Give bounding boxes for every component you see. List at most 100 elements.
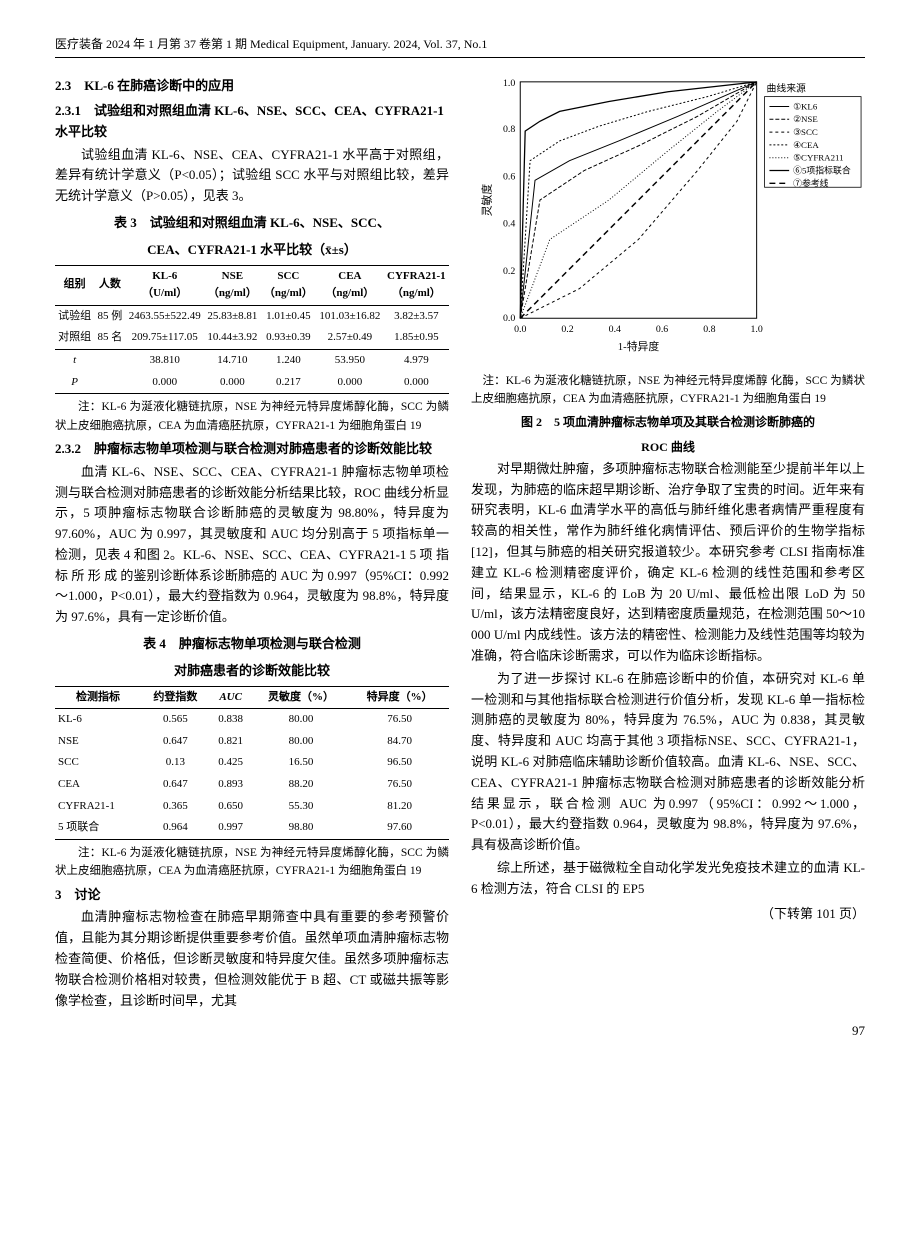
ytick: 0.8 (503, 124, 515, 135)
running-header: 医疗装备 2024 年 1 月第 37 卷第 1 期 Medical Equip… (55, 35, 865, 58)
table3-header: 组别 (55, 265, 94, 305)
para-2-3-2: 血清 KL-6、NSE、SCC、CEA、CYFRA21-1 肿瘤标志物单项检测与… (55, 462, 449, 628)
table3-cell: 4.979 (384, 349, 449, 371)
section-2-3-1: 2.3.1 试验组和对照组血清 KL-6、NSE、SCC、CEA、CYFRA21… (55, 101, 449, 143)
table3-cell: 101.03±16.82 (316, 305, 384, 327)
table4-cell: 0.425 (210, 752, 252, 774)
table3-cell: 85 名 (94, 327, 125, 349)
legend-item: ③SCC (793, 127, 818, 137)
para-2-3-1: 试验组血清 KL-6、NSE、CEA、CYFRA21-1 水平高于对照组，差异有… (55, 145, 449, 207)
table3-cell: 3.82±3.57 (384, 305, 449, 327)
table4-cell: 0.647 (141, 774, 209, 796)
table4-cell: 0.650 (210, 796, 252, 818)
table3-cell: 1.01±0.45 (261, 305, 316, 327)
xlabel: 1-特异度 (618, 339, 660, 353)
table3-cell (94, 372, 125, 394)
table3-cell: 2.57±0.49 (316, 327, 384, 349)
table4-cell: CYFRA21-1 (55, 796, 141, 818)
table3-cell: 0.000 (204, 372, 261, 394)
table4-cell: 97.60 (350, 817, 449, 839)
section-3: 3 讨论 (55, 885, 449, 906)
legend-item: ②NSE (793, 114, 818, 124)
table3-cell: 1.240 (261, 349, 316, 371)
legend-item: ①KL6 (793, 102, 818, 112)
table4-cell: 0.565 (141, 709, 209, 731)
ylabel: 灵敏度 (480, 184, 494, 217)
table3-cell: 25.83±8.81 (204, 305, 261, 327)
fig2-note: 注：KL-6 为涎液化糖链抗原，NSE 为神经元特异度烯醇 化酶，SCC 为鳞状… (471, 372, 865, 409)
table4-title-b: 对肺癌患者的诊断效能比较 (55, 661, 449, 682)
fig2-caption-a: 图 2 5 项血清肿瘤标志物单项及其联合检测诊断肺癌的 (471, 413, 865, 432)
legend-item: ④CEA (793, 140, 819, 150)
table4-header: AUC (210, 686, 252, 709)
section-2-3-2: 2.3.2 肿瘤标志物单项检测与联合检测对肺癌患者的诊断效能比较 (55, 439, 449, 460)
table4-header: 灵敏度（%） (252, 686, 351, 709)
table3-cell: 1.85±0.95 (384, 327, 449, 349)
table4-cell: CEA (55, 774, 141, 796)
table4-cell: 76.50 (350, 774, 449, 796)
section-2-3: 2.3 KL-6 在肺癌诊断中的应用 (55, 76, 449, 97)
table3-header: KL-6（U/ml） (125, 265, 204, 305)
table3-cell: 0.000 (384, 372, 449, 394)
legend-item: ⑥5项指标联合 (793, 165, 851, 176)
table4-cell: KL-6 (55, 709, 141, 731)
table3-cell: 2463.55±522.49 (125, 305, 204, 327)
left-column: 2.3 KL-6 在肺癌诊断中的应用 2.3.1 试验组和对照组血清 KL-6、… (55, 72, 449, 1011)
table4-cell: 0.647 (141, 731, 209, 753)
table4-cell: 98.80 (252, 817, 351, 839)
table3-cell: 53.950 (316, 349, 384, 371)
table4: 检测指标约登指数AUC灵敏度（%）特异度（%） KL-60.5650.83880… (55, 686, 449, 840)
table3-title-a: 表 3 试验组和对照组血清 KL-6、NSE、SCC、 (55, 213, 449, 234)
table3-header: CEA（ng/ml） (316, 265, 384, 305)
table3-cell: 0.93±0.39 (261, 327, 316, 349)
table4-cell: 0.893 (210, 774, 252, 796)
page-number: 97 (55, 1021, 865, 1042)
ytick: 0.6 (503, 172, 515, 183)
ytick: 0.0 (503, 313, 515, 324)
roc-chart: 0.0 0.2 0.4 0.6 0.8 1.0 0.0 0.2 0.4 0.6 … (471, 72, 865, 368)
continued-note: （下转第 101 页） (471, 904, 865, 925)
table3-cell: 209.75±117.05 (125, 327, 204, 349)
reference-line (520, 82, 756, 318)
legend-item: ⑤CYFRA211 (793, 153, 843, 163)
ytick: 0.2 (503, 266, 515, 277)
table3-header: SCC（ng/ml） (261, 265, 316, 305)
table3-cell: 0.000 (316, 372, 384, 394)
table4-title-a: 表 4 肿瘤标志物单项检测与联合检测 (55, 634, 449, 655)
table4-header: 检测指标 (55, 686, 141, 709)
table3-cell: 14.710 (204, 349, 261, 371)
xtick: 0.2 (561, 324, 573, 335)
table4-cell: 0.838 (210, 709, 252, 731)
table4-cell: 80.00 (252, 731, 351, 753)
table3-cell: 0.217 (261, 372, 316, 394)
table4-cell: 0.997 (210, 817, 252, 839)
xtick: 0.0 (514, 324, 526, 335)
table4-cell: 55.30 (252, 796, 351, 818)
right-para-1: 对早期微灶肿瘤，多项肿瘤标志物联合检测能至少提前半年以上发现，为肺癌的临床超早期… (471, 459, 865, 667)
table3-cell: 对照组 (55, 327, 94, 349)
table4-cell: 88.20 (252, 774, 351, 796)
table4-header: 约登指数 (141, 686, 209, 709)
table4-cell: NSE (55, 731, 141, 753)
table4-cell: 80.00 (252, 709, 351, 731)
table4-cell: 84.70 (350, 731, 449, 753)
table3-header: 人数 (94, 265, 125, 305)
table4-cell: 0.13 (141, 752, 209, 774)
table3-header: CYFRA21-1（ng/ml） (384, 265, 449, 305)
xtick: 0.6 (656, 324, 668, 335)
two-column-layout: 2.3 KL-6 在肺癌诊断中的应用 2.3.1 试验组和对照组血清 KL-6、… (55, 72, 865, 1011)
right-column: 0.0 0.2 0.4 0.6 0.8 1.0 0.0 0.2 0.4 0.6 … (471, 72, 865, 1011)
para-3: 血清肿瘤标志物检查在肺癌早期筛查中具有重要的参考预警价值，且能为其分期诊断提供重… (55, 907, 449, 1011)
table4-cell: 0.964 (141, 817, 209, 839)
ytick: 1.0 (503, 78, 515, 89)
table3: 组别人数KL-6（U/ml）NSE（ng/ml）SCC（ng/ml）CEA（ng… (55, 265, 449, 395)
right-para-2: 为了进一步探讨 KL-6 在肺癌诊断中的价值，本研究对 KL-6 单一检测和与其… (471, 669, 865, 856)
table4-cell: 16.50 (252, 752, 351, 774)
table3-cell: t (55, 349, 94, 371)
ytick: 0.4 (503, 219, 515, 230)
table3-cell: 38.810 (125, 349, 204, 371)
table3-cell (94, 349, 125, 371)
table4-cell: 81.20 (350, 796, 449, 818)
table3-cell: 试验组 (55, 305, 94, 327)
table3-cell: P (55, 372, 94, 394)
